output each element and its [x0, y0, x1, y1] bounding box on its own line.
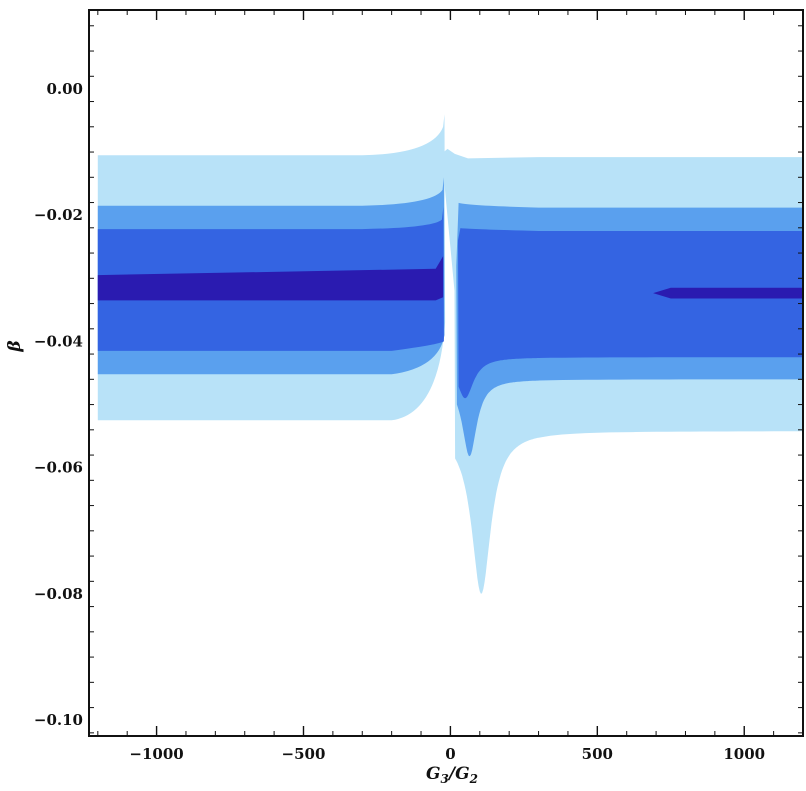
plot-frame	[88, 9, 804, 737]
x-tick-label: 1000	[723, 745, 765, 763]
contour-level-3-right	[458, 228, 803, 399]
tick-labels: −1000 −500 0 500 1000 0.00 −0.02 −0.04 −0.06 −0.0…	[34, 80, 765, 763]
y-tick-label: −0.10	[34, 711, 83, 729]
x-tick-label: 500	[582, 745, 613, 763]
y-tick-label: −0.08	[34, 585, 83, 603]
y-axis-label: β	[5, 340, 25, 352]
y-tick-label: 0.00	[46, 80, 83, 98]
y-tick-label: −0.04	[34, 332, 83, 350]
y-tick-label: −0.06	[34, 459, 83, 477]
x-tick-label: −500	[282, 745, 326, 763]
contour-regions	[97, 114, 803, 594]
axis-ticks	[89, 10, 804, 736]
contour-level-4-left	[97, 256, 444, 301]
x-axis-label: G3/G2	[426, 764, 478, 786]
contour-level-4-right	[653, 287, 803, 299]
x-tick-label: 0	[445, 745, 455, 763]
x-tick-label: −1000	[129, 745, 183, 763]
y-tick-label: −0.02	[34, 206, 83, 224]
